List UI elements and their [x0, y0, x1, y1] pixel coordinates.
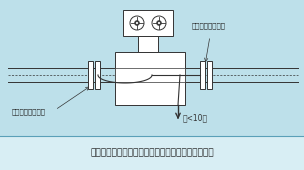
Bar: [200, 61, 205, 89]
Text: （<10）: （<10）: [183, 114, 208, 123]
Bar: [95, 61, 100, 89]
Circle shape: [136, 22, 138, 24]
Bar: [123, 10, 173, 36]
Text: 接地法兰或接地环: 接地法兰或接地环: [192, 22, 226, 29]
Circle shape: [152, 16, 166, 30]
Circle shape: [158, 22, 160, 24]
Bar: [207, 61, 212, 89]
Circle shape: [157, 21, 161, 26]
Circle shape: [134, 21, 140, 26]
Bar: [0, 136, 304, 170]
Circle shape: [130, 16, 144, 30]
Bar: [115, 68, 185, 82]
Bar: [115, 52, 185, 105]
Bar: [138, 36, 158, 52]
Text: 在塑料管道或有绝缘衬里的管道上安装时接地示意图: 在塑料管道或有绝缘衬里的管道上安装时接地示意图: [90, 149, 214, 157]
Text: 接地法兰或接地环: 接地法兰或接地环: [12, 108, 46, 115]
Bar: [88, 61, 93, 89]
